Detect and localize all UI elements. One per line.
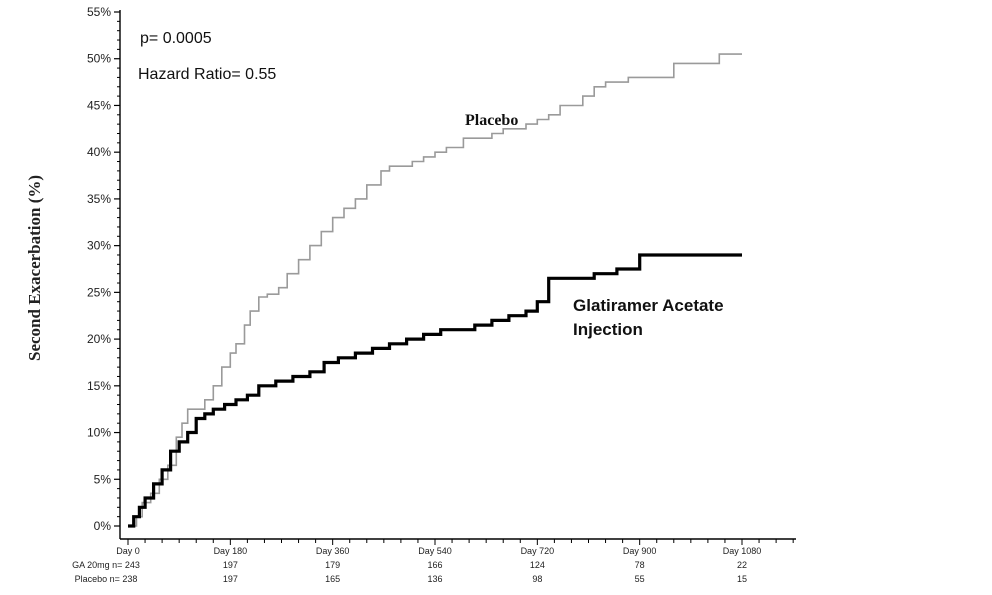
risk-value: 78 [635, 560, 645, 570]
x-tick-label: Day 180 [214, 546, 248, 556]
x-tick-label: Day 0 [116, 546, 140, 556]
risk-value: 197 [223, 560, 238, 570]
risk-row-label: Placebo n= 238 [75, 574, 138, 584]
axes: 0% 5% 10% 15% 20% 25% 30% 35% 40% 45% 50% 55% Day 0 D… [87, 5, 796, 556]
x-tick-label: Day 1080 [723, 546, 762, 556]
x-tick-label: Day 900 [623, 546, 657, 556]
y-tick-label: 5% [94, 472, 112, 486]
y-tick-label: 0% [94, 519, 112, 533]
risk-value: 124 [530, 560, 545, 570]
risk-value: 136 [427, 574, 442, 584]
placebo-series-label: Placebo [465, 112, 518, 129]
ga-series-line [128, 253, 742, 528]
risk-value: 166 [427, 560, 442, 570]
y-tick-label: 40% [87, 145, 111, 159]
x-tick-label: Day 720 [521, 546, 555, 556]
y-tick-label: 35% [87, 192, 111, 206]
risk-value: 15 [737, 574, 747, 584]
series-lines [128, 53, 742, 528]
p-value-annotation: p= 0.0005 [140, 30, 212, 47]
y-tick-label: 50% [87, 52, 111, 66]
x-tick-label: Day 360 [316, 546, 350, 556]
y-tick-label: 15% [87, 379, 111, 393]
risk-value: 22 [737, 560, 747, 570]
risk-value: 98 [532, 574, 542, 584]
risk-table: GA 20mg n= 243 197 179 166 124 78 22 Placebo n=… [72, 560, 747, 584]
risk-value: 197 [223, 574, 238, 584]
risk-row-label: GA 20mg n= 243 [72, 560, 140, 570]
ga-series-label-line2: Injection [573, 320, 643, 339]
placebo-series-line [128, 53, 742, 527]
x-tick-label: Day 540 [418, 546, 452, 556]
y-tick-label: 10% [87, 426, 111, 440]
y-tick-label: 25% [87, 285, 111, 299]
y-tick-label: 55% [87, 5, 111, 19]
risk-value: 165 [325, 574, 340, 584]
ga-series-label-line1: Glatiramer Acetate [573, 296, 724, 315]
y-tick-label: 30% [87, 239, 111, 253]
y-tick-label: 45% [87, 98, 111, 112]
risk-value: 55 [635, 574, 645, 584]
risk-value: 179 [325, 560, 340, 570]
y-axis-label: Second Exacerbation (%) [25, 175, 44, 361]
y-tick-label: 20% [87, 332, 111, 346]
hazard-ratio-annotation: Hazard Ratio= 0.55 [138, 66, 276, 83]
